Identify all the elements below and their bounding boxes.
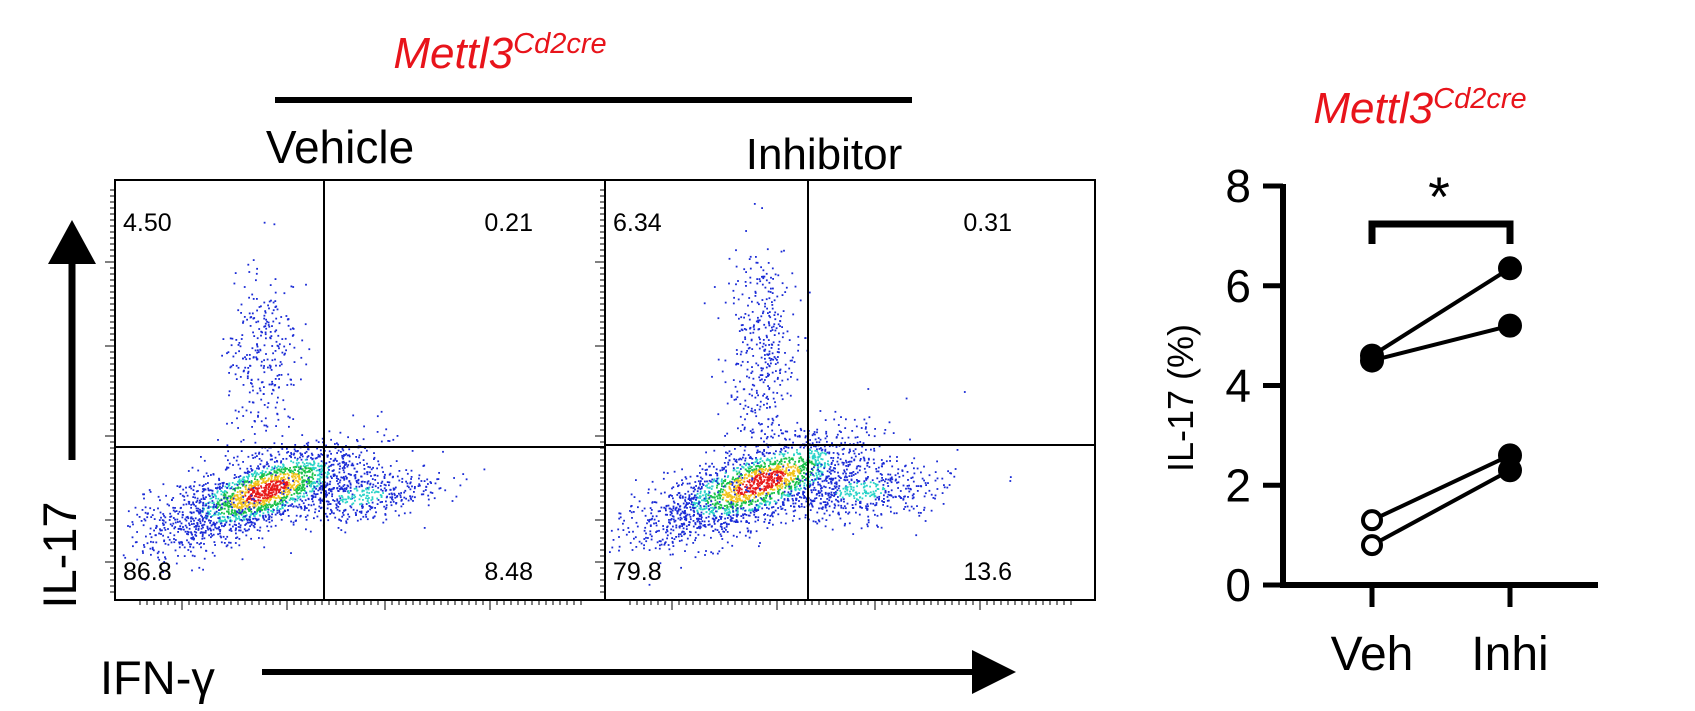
pair-line: [1370, 266, 1512, 358]
panel-frame: [114, 179, 606, 601]
quadrant-upper-right: 0.31: [963, 209, 1012, 237]
axis-ticks: [105, 189, 582, 610]
y-tick-label: 0: [1225, 559, 1251, 611]
y-tick-label: 2: [1225, 459, 1251, 511]
inhi-point: [1498, 313, 1522, 338]
veh-point: [1360, 348, 1384, 373]
inhi-point: [1498, 458, 1522, 483]
density-dots: [122, 221, 486, 581]
paired-chart: Mettl3Cd2cre IL-17 (%) 0 2 4 6 8 Veh Inhi *: [1160, 83, 1598, 681]
chart-axes: 0 2 4 6 8 Veh Inhi: [1225, 160, 1598, 681]
y-axis-title: IL-17 (%): [1160, 324, 1201, 472]
veh-point: [1361, 534, 1383, 557]
panel-label-vehicle: Vehicle: [266, 121, 414, 173]
flow-panel-vehicle: 4.50 0.21 86.8 8.48: [105, 179, 606, 610]
y-axis-label: IL-17: [33, 501, 86, 608]
significance-star: *: [1428, 165, 1450, 228]
y-tick-label: 6: [1225, 260, 1251, 312]
y-tick-label: 4: [1225, 360, 1251, 412]
panel-label-inhibitor: Inhibitor: [746, 130, 903, 179]
chart-title: Mettl3Cd2cre: [1313, 83, 1526, 133]
quadrant-lower-left: 79.8: [613, 558, 662, 586]
x-tick-label: Veh: [1331, 628, 1414, 681]
density-dots: [609, 203, 1012, 586]
panel-frame: [604, 179, 1096, 601]
pair-line: [1371, 453, 1511, 522]
veh-point: [1361, 509, 1383, 532]
x-axis-arrow-head: [972, 650, 1016, 694]
quadrant-upper-right: 0.21: [484, 209, 533, 237]
quadrant-lower-right: 8.48: [484, 558, 533, 586]
pair-line: [1371, 468, 1511, 547]
left-title: Mettl3Cd2cre: [393, 28, 606, 78]
flow-panel-inhibitor: 6.34 0.31 79.8 13.6: [595, 179, 1096, 610]
x-tick-label: Inhi: [1471, 628, 1548, 681]
y-axis-arrow-head: [48, 220, 96, 264]
axis-ticks: [595, 189, 1072, 610]
quadrant-lower-left: 86.8: [123, 558, 172, 586]
quadrant-lower-right: 13.6: [963, 558, 1012, 586]
quadrant-upper-left: 4.50: [123, 209, 172, 237]
y-tick-label: 8: [1225, 160, 1251, 212]
significance-bracket: [1368, 220, 1514, 244]
pair-line: [1371, 323, 1511, 363]
inhi-point: [1498, 256, 1522, 281]
quadrant-upper-left: 6.34: [613, 209, 662, 237]
chart-marks: *: [1360, 165, 1522, 557]
x-axis-label: IFN-γ: [100, 651, 215, 704]
